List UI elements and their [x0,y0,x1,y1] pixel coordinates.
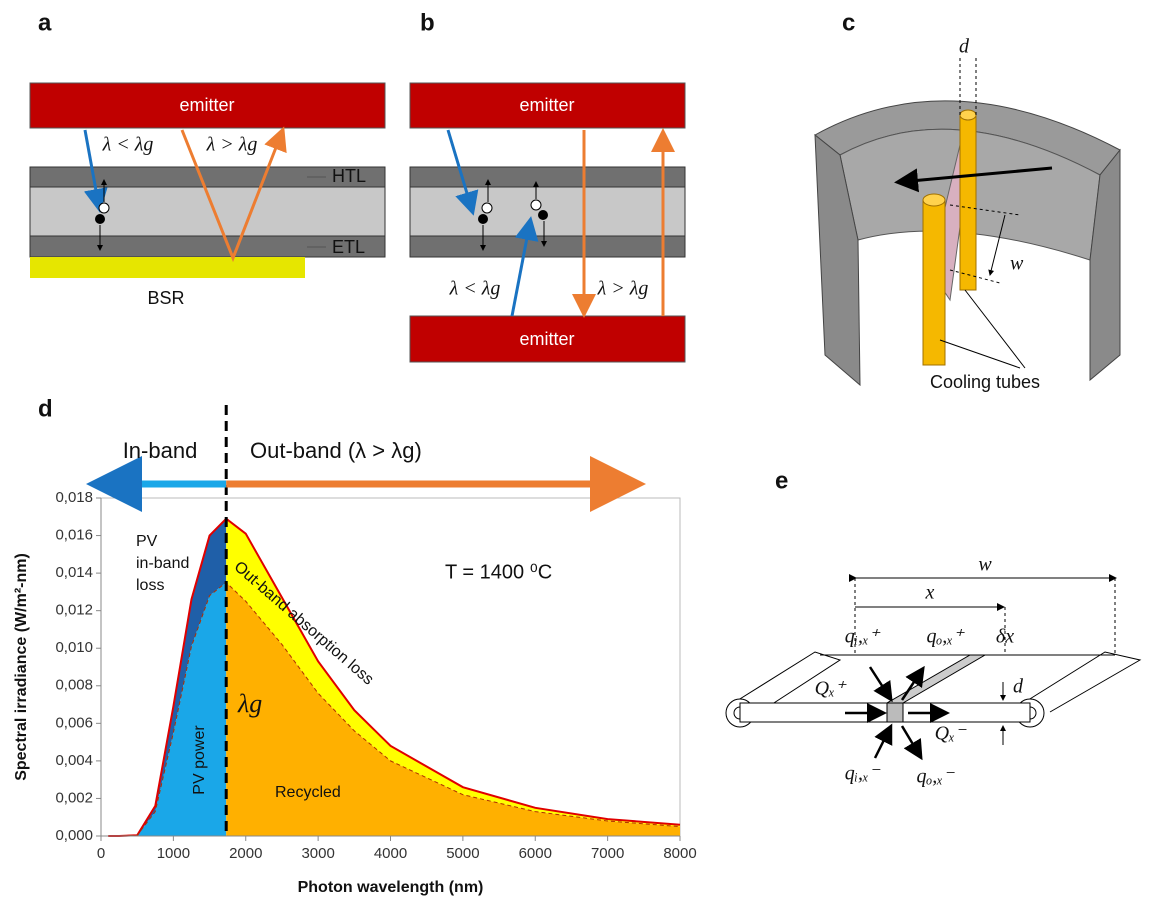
absorber-layer [410,187,685,236]
wavelength-label: λ < λg [449,278,501,300]
y-tick-label: 0,008 [55,677,93,694]
x-tick-label: 7000 [591,845,624,862]
y-axis-label: Spectral irradiance (W/m²-nm) [13,553,30,781]
y-tick-label: 0,006 [55,714,93,731]
annotation: λg [237,689,262,718]
dx-label: δx [996,626,1014,648]
bsr-label: BSR [147,288,184,308]
panel-label: d [38,395,53,422]
x-axis-label: Photon wavelength (nm) [298,879,484,896]
x-tick-label: 2000 [229,845,262,862]
element-strip [887,655,985,703]
x-tick-label: 8000 [663,845,696,862]
annotation: in-band [136,555,189,572]
plate [740,703,1030,722]
annotation: PV power [191,725,208,795]
w-label: w [978,554,992,576]
x-tick-label: 5000 [446,845,479,862]
panel-e: e w x qᵢ,ₓ⁺ qₒ,ₓ⁺ δx Qₓ⁺ d Qₓ⁻ qᵢ,ₓ⁻ qₒ,… [726,467,1140,787]
y-tick-label: 0,010 [55,639,93,656]
arrow [875,728,890,758]
panel-label: a [38,9,52,36]
hole [99,203,109,213]
y-tick-label: 0,014 [55,564,93,581]
flux-label: qᵢ,ₓ⁺ [845,626,881,648]
tube-end [923,194,945,206]
tubes-label: Cooling tubes [930,372,1040,392]
roller [1025,652,1140,712]
leader [965,290,1025,368]
hole [531,200,541,210]
w-label: w [1010,253,1024,275]
x-tick-label: 0 [97,845,105,862]
panel-d: d 0 1000 2000 3000 4000 5000 6000 7000 8000 0,000… [13,395,696,896]
tube-end [960,110,976,120]
y-tick-label: 0,004 [55,752,93,769]
panel-a: a emitter BSR λ < λg λ > λg HTL ETL [30,9,385,307]
d-label: d [959,36,970,58]
flux-label: qₒ,ₓ⁺ [927,626,965,648]
x-tick-label: 6000 [519,845,552,862]
electron [478,214,488,224]
wavelength-label: λ < λg [102,134,154,156]
flux-label: qᵢ,ₓ⁻ [845,763,881,785]
htl-layer [410,167,685,187]
etl-layer [410,236,685,257]
x-tick-label: 3000 [301,845,334,862]
annotation: PV [136,533,158,550]
arrow [870,667,890,698]
flux-label: Qₓ⁻ [935,723,967,745]
leader [940,340,1020,368]
panel-label: c [842,9,855,36]
arrow [902,726,920,756]
panel-label: e [775,467,788,494]
x-label: x [925,582,935,604]
emitter-label: emitter [519,95,574,115]
x-tick-label: 4000 [374,845,407,862]
htl-label: HTL [332,166,366,186]
flux-label: qₒ,ₓ⁻ [917,766,955,788]
flux-label: Qₓ⁺ [815,678,847,700]
y-tick-label: 0,000 [55,827,93,844]
panel-b: b emitter emitter λ < λg λ > λg [410,9,685,362]
y-tick-label: 0,018 [55,489,93,506]
d-label: d [1013,676,1024,698]
y-tick-label: 0,012 [55,602,93,619]
y-tick-label: 0,016 [55,527,93,544]
panel-c: c d w Cooling tubes [815,9,1120,391]
emitter-label: emitter [179,95,234,115]
electron [538,210,548,220]
in-band-label: In-band [123,438,198,463]
panel-label: b [420,9,435,36]
annotation: T = 1400 ⁰C [445,561,552,583]
annotation: Recycled [275,784,341,801]
hole [482,203,492,213]
electron [95,214,105,224]
wavelength-label: λ > λg [206,134,258,156]
element [887,703,903,722]
annotation: loss [136,577,164,594]
figure: a emitter BSR λ < λg λ > λg HTL ETL b em… [0,0,1151,906]
y-tick-label: 0,002 [55,789,93,806]
cooling-tube [960,115,976,290]
area-fill [108,583,226,837]
x-tick-label: 1000 [157,845,190,862]
emitter-label: emitter [519,329,574,349]
bsr-layer [30,257,305,278]
wavelength-label: λ > λg [597,278,649,300]
etl-label: ETL [332,237,365,257]
out-band-label: Out-band (λ > λg) [250,438,422,463]
